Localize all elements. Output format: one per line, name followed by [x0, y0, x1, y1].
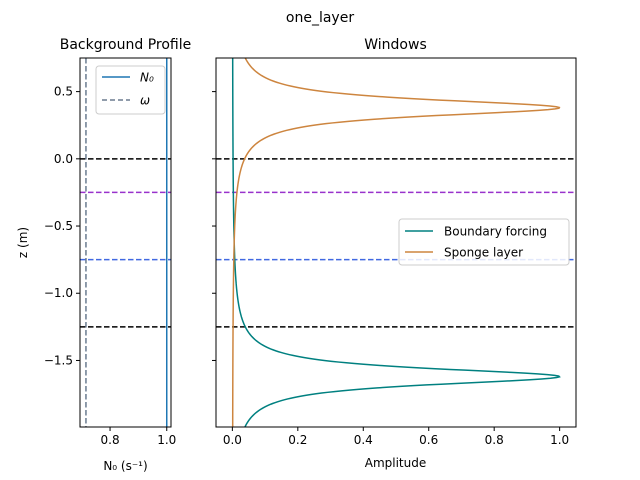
- x-axis-label: N₀ (s⁻¹): [103, 459, 147, 473]
- x-tick-label: 0.6: [419, 433, 438, 447]
- x-axis: 0.0 0.2 0.4 0.6 0.8 1.0: [223, 427, 569, 447]
- x-tick-label: 0.4: [354, 433, 373, 447]
- series-lines: [85, 58, 168, 427]
- y-axis-label: z (m): [16, 227, 30, 258]
- legend-box: [398, 218, 570, 266]
- y-axis: [212, 91, 216, 361]
- y-axis: 0.5 0.0 −0.5 −1.0 −1.5: [44, 85, 80, 367]
- x-tick-label: 1.0: [157, 433, 176, 447]
- legend-box: [95, 65, 166, 115]
- panel-title: Windows: [364, 37, 427, 53]
- y-tick-label: 0.0: [54, 152, 73, 166]
- series-line-sponge-layer: [231, 57, 561, 427]
- y-tick-label: −0.5: [44, 219, 73, 233]
- x-tick-label: 1.0: [550, 433, 569, 447]
- y-tick-label: 0.5: [54, 85, 73, 99]
- series-lines: [231, 57, 561, 428]
- legend: N₀ ω: [95, 65, 166, 115]
- reference-lines: [216, 158, 576, 328]
- legend-label-omega: ω: [140, 94, 150, 108]
- panel-title: Background Profile: [60, 37, 192, 53]
- x-axis: 0.8 1.0: [101, 427, 176, 447]
- y-tick-label: −1.5: [44, 353, 73, 367]
- y-tick-label: −1.0: [44, 286, 73, 300]
- windows-panel: Windows 0.0 0.2 0.4 0.6 0.8 1.0 Amplitude Bou…: [212, 37, 577, 470]
- x-axis-label: Amplitude: [365, 456, 427, 470]
- legend-label-sponge-layer: Sponge layer: [444, 246, 523, 260]
- reference-lines: [80, 158, 171, 328]
- x-tick-label: 0.2: [288, 433, 307, 447]
- legend: Boundary forcing Sponge layer: [398, 218, 570, 266]
- legend-label-n0: N₀: [140, 71, 154, 85]
- plot-frame: [79, 57, 172, 428]
- x-tick-label: 0.8: [485, 433, 504, 447]
- legend-label-boundary-forcing: Boundary forcing: [444, 225, 547, 239]
- plot-frame: [215, 57, 577, 428]
- x-tick-label: 0.8: [101, 433, 120, 447]
- figure-title: one_layer: [286, 10, 354, 26]
- x-tick-label: 0.0: [223, 433, 242, 447]
- background-profile-panel: Background Profile 0.5 0.0 −0.5 −1.0 −1.5 0.…: [16, 37, 191, 473]
